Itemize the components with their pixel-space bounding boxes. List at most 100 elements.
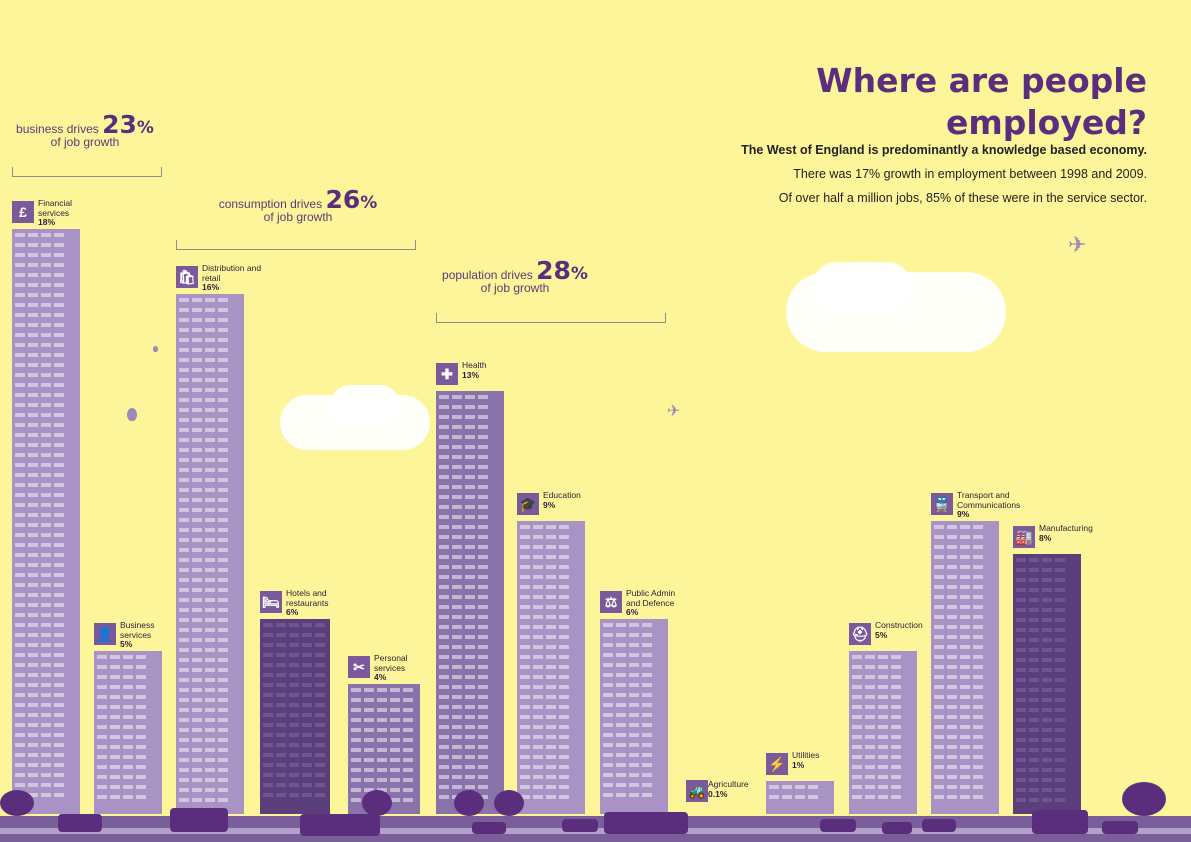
business-bracket — [12, 167, 162, 177]
population-bracket — [436, 313, 666, 323]
person-icon: 👤 — [94, 623, 116, 645]
mortarboard-icon: 🎓 — [517, 493, 539, 515]
tree-icon — [0, 790, 34, 816]
sector-label: Financial services 18% — [38, 198, 100, 228]
consumption-driver: consumption drives 26% of job growth — [208, 187, 388, 224]
sector-label: Manufacturing 8% — [1039, 523, 1101, 543]
sector-label: Business services 5% — [120, 620, 182, 650]
sector-name: Public Admin and Defence — [626, 588, 676, 608]
scissors-icon: ✂ — [348, 656, 370, 678]
van-icon — [58, 814, 102, 832]
sector-label: Utilities 1% — [792, 750, 854, 770]
sector-name: Health — [462, 360, 487, 370]
gavel-icon: ⚖ — [600, 591, 622, 613]
driver-pct: 23% — [102, 110, 154, 139]
driver-pct: 28% — [536, 256, 588, 285]
driver-text: business drives — [16, 122, 99, 136]
sector-name: Personal services — [374, 653, 408, 673]
bar-hotels-and-restaurants — [260, 619, 330, 814]
tree-icon — [362, 790, 392, 816]
population-driver: population drives 28% of job growth — [430, 258, 600, 295]
shopping-bag-icon: 🛍 — [176, 266, 198, 288]
bar-transport-and-communications — [931, 521, 999, 814]
driver-text: population drives — [442, 268, 533, 282]
car-icon — [922, 819, 956, 832]
sector-name: Business services — [120, 620, 155, 640]
sector-label: Personal services 4% — [374, 653, 436, 683]
sector-label: Distribution and retail 16% — [202, 263, 264, 293]
sector-name: Manufacturing — [1039, 523, 1093, 533]
sector-label: Agriculture 0.1% — [708, 779, 770, 799]
lorry-icon — [1032, 810, 1088, 834]
car-icon — [1102, 821, 1138, 834]
bar-construction — [849, 651, 917, 814]
cloud — [812, 262, 912, 312]
car-icon — [562, 819, 598, 832]
sector-name: Distribution and retail — [202, 263, 262, 283]
bar-health — [436, 391, 504, 814]
sector-label: Hotels and restaurants 6% — [286, 588, 348, 618]
business-driver: business drives 23% of job growth — [10, 112, 160, 149]
sector-pct: 6% — [286, 607, 299, 617]
driver-sub: of job growth — [50, 135, 120, 149]
intro-line-service: Of over half a million jobs, 85% of thes… — [778, 191, 1147, 205]
sector-pct: 1% — [792, 759, 805, 770]
bus-icon — [604, 812, 688, 834]
sector-label: Health 13% — [462, 360, 524, 380]
bar-distribution-and-retail — [176, 294, 244, 814]
bus-icon — [300, 814, 380, 836]
driver-sub: of job growth — [263, 210, 333, 224]
bar-public-admin-and-defence — [600, 619, 668, 814]
sector-pct: 16% — [202, 282, 220, 292]
sector-name: Hotels and restaurants — [286, 588, 329, 608]
bar-business-services — [94, 651, 162, 814]
intro-text: The West of England is predominantly a k… — [587, 138, 1147, 210]
sector-pct: 5% — [120, 639, 133, 649]
sector-pct: 5% — [875, 629, 888, 640]
intro-line-growth: There was 17% growth in employment betwe… — [793, 167, 1147, 181]
sector-pct: 6% — [626, 607, 639, 617]
lightning-icon: ⚡ — [766, 753, 788, 775]
sector-name: Education — [543, 490, 581, 500]
sector-pct: 4% — [374, 672, 387, 682]
train-icon: 🚆 — [931, 493, 953, 515]
bar-financial-services — [12, 229, 80, 814]
tractor-icon: 🚜 — [686, 780, 708, 802]
sector-name: Utilities — [792, 750, 820, 760]
sector-pct: 13% — [462, 369, 480, 380]
factory-icon: 🏭 — [1013, 526, 1035, 548]
sector-name: Construction — [875, 620, 923, 630]
sector-name: Transport and Communications — [957, 490, 1021, 510]
hot-air-balloon-icon — [153, 346, 158, 352]
page-title: Where are people employed? — [816, 61, 1147, 143]
sector-label: Construction 5% — [875, 620, 937, 640]
airplane-icon: ✈ — [667, 403, 681, 420]
sector-pct: 9% — [543, 499, 556, 510]
hardhat-icon: ⛑ — [849, 623, 871, 645]
intro-lead: The West of England is predominantly a k… — [741, 143, 1147, 157]
pound-icon: £ — [12, 201, 34, 223]
sector-pct: 0.1% — [708, 788, 728, 799]
driver-pct: 26% — [325, 185, 378, 214]
driver-text: consumption drives — [218, 197, 323, 211]
airplane-icon: ✈ — [1068, 232, 1087, 257]
bar-utilities — [766, 781, 834, 814]
tree-icon — [1122, 782, 1166, 816]
tree-icon — [494, 790, 524, 816]
sector-label: Public Admin and Defence 6% — [626, 588, 688, 618]
hot-air-balloon-icon — [127, 408, 137, 421]
sector-name: Agriculture — [708, 779, 749, 789]
cloud — [330, 385, 400, 425]
sector-label: Transport and Communications 9% — [957, 490, 1037, 520]
sector-pct: 9% — [957, 509, 970, 519]
bar-manufacturing — [1013, 554, 1081, 814]
lorry-icon — [170, 808, 228, 832]
sector-label: Education 9% — [543, 490, 605, 510]
bar-education — [517, 521, 585, 814]
car-icon — [882, 822, 912, 834]
sector-pct: 8% — [1039, 532, 1052, 543]
consumption-bracket — [176, 240, 416, 250]
car-icon — [820, 819, 856, 832]
sector-name: Financial services — [38, 198, 73, 218]
car-icon — [472, 822, 506, 834]
